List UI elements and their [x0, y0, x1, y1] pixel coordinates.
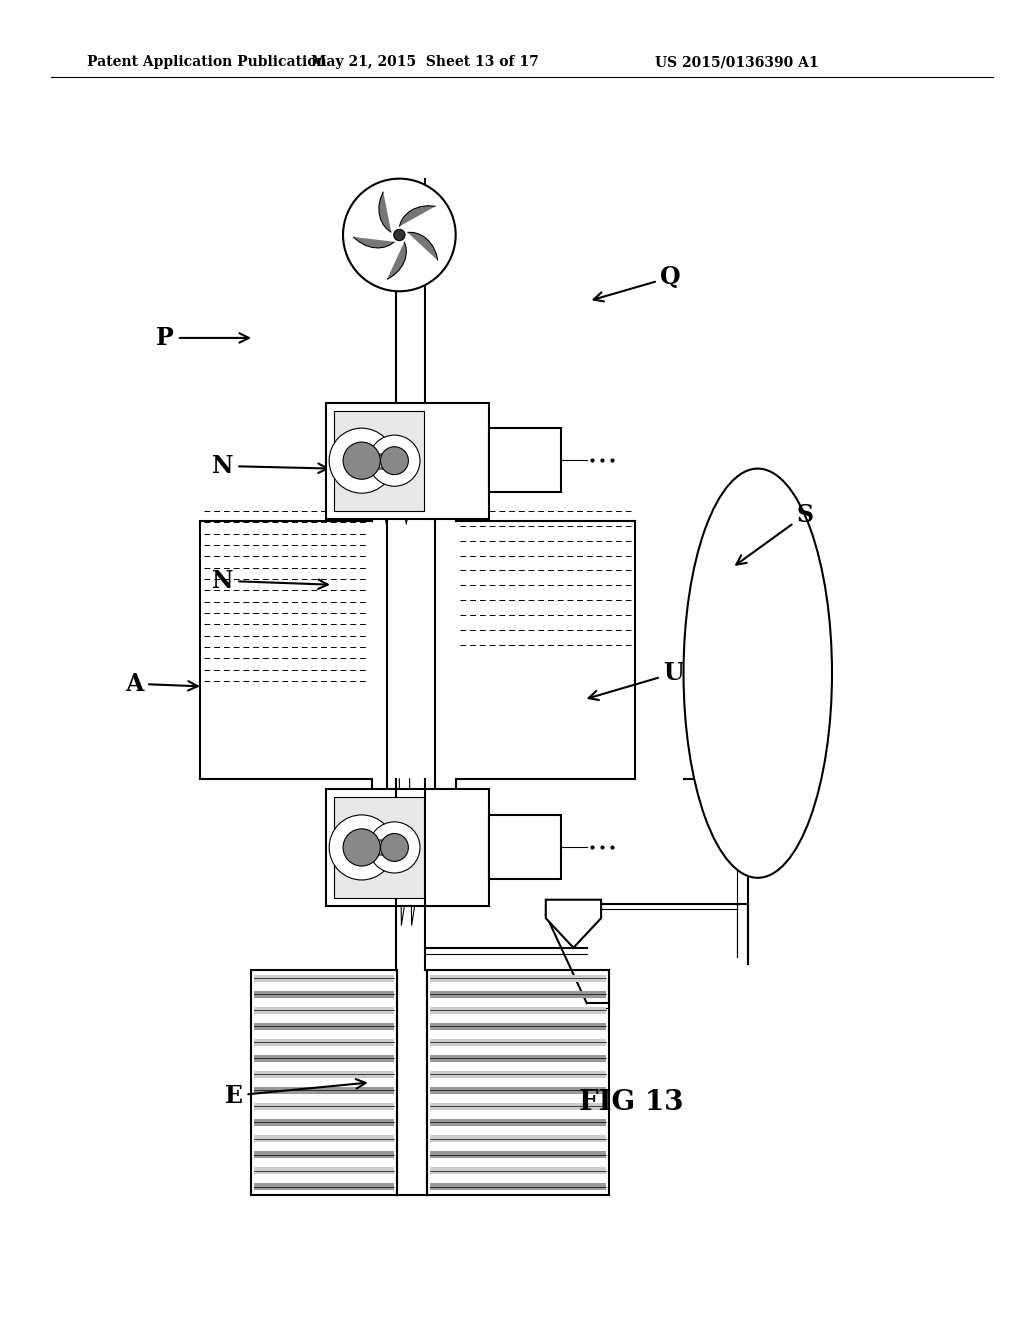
Polygon shape — [387, 242, 407, 280]
Polygon shape — [546, 900, 601, 948]
Bar — [430, 1102, 606, 1110]
Text: Patent Application Publication: Patent Application Publication — [87, 55, 327, 69]
Bar — [254, 1023, 394, 1030]
Bar — [430, 990, 606, 998]
Bar — [430, 1071, 606, 1078]
Circle shape — [343, 178, 456, 292]
Bar — [430, 1007, 606, 1014]
Bar — [430, 1023, 606, 1030]
Bar — [254, 1007, 394, 1014]
Bar — [254, 1183, 394, 1191]
Circle shape — [381, 446, 409, 475]
Bar — [254, 1167, 394, 1175]
Polygon shape — [408, 232, 438, 260]
Bar — [430, 1151, 606, 1158]
Bar — [254, 1135, 394, 1142]
Text: May 21, 2015  Sheet 13 of 17: May 21, 2015 Sheet 13 of 17 — [311, 55, 539, 69]
Polygon shape — [379, 191, 391, 232]
Text: U: U — [589, 661, 684, 700]
Circle shape — [329, 428, 394, 494]
Circle shape — [369, 436, 420, 486]
Bar — [254, 1039, 394, 1045]
Bar — [334, 797, 424, 898]
Circle shape — [343, 442, 380, 479]
Bar — [254, 974, 394, 982]
Ellipse shape — [684, 469, 831, 878]
Bar — [430, 1167, 606, 1175]
Circle shape — [393, 230, 406, 240]
Text: US 2015/0136390 A1: US 2015/0136390 A1 — [655, 55, 819, 69]
Bar — [254, 1119, 394, 1126]
Bar — [326, 403, 489, 519]
Bar — [430, 1135, 606, 1142]
Bar — [430, 1119, 606, 1126]
Bar — [430, 1055, 606, 1063]
Circle shape — [381, 833, 409, 862]
Polygon shape — [353, 236, 394, 248]
Bar — [334, 411, 424, 511]
Text: E: E — [224, 1078, 366, 1107]
Bar — [430, 974, 606, 982]
Text: P: P — [157, 326, 249, 350]
Text: Q: Q — [594, 265, 681, 301]
Bar — [254, 1055, 394, 1063]
Text: N: N — [212, 569, 328, 593]
Bar — [254, 1102, 394, 1110]
Bar — [254, 990, 394, 998]
Bar — [430, 1039, 606, 1045]
Polygon shape — [399, 206, 435, 227]
Text: N: N — [212, 454, 328, 478]
Bar — [489, 428, 561, 492]
Bar — [427, 970, 609, 1195]
Bar — [489, 814, 561, 879]
Circle shape — [329, 814, 394, 880]
Text: S: S — [736, 503, 814, 565]
Text: FIG 13: FIG 13 — [579, 1089, 683, 1115]
Text: B: B — [469, 828, 562, 867]
Bar — [251, 970, 397, 1195]
Bar — [254, 1071, 394, 1078]
Circle shape — [343, 829, 380, 866]
Text: A: A — [125, 672, 198, 696]
Bar — [254, 1151, 394, 1158]
Bar — [430, 1086, 606, 1094]
Bar — [254, 1086, 394, 1094]
Bar — [326, 789, 489, 906]
Circle shape — [369, 822, 420, 873]
Bar — [430, 1183, 606, 1191]
